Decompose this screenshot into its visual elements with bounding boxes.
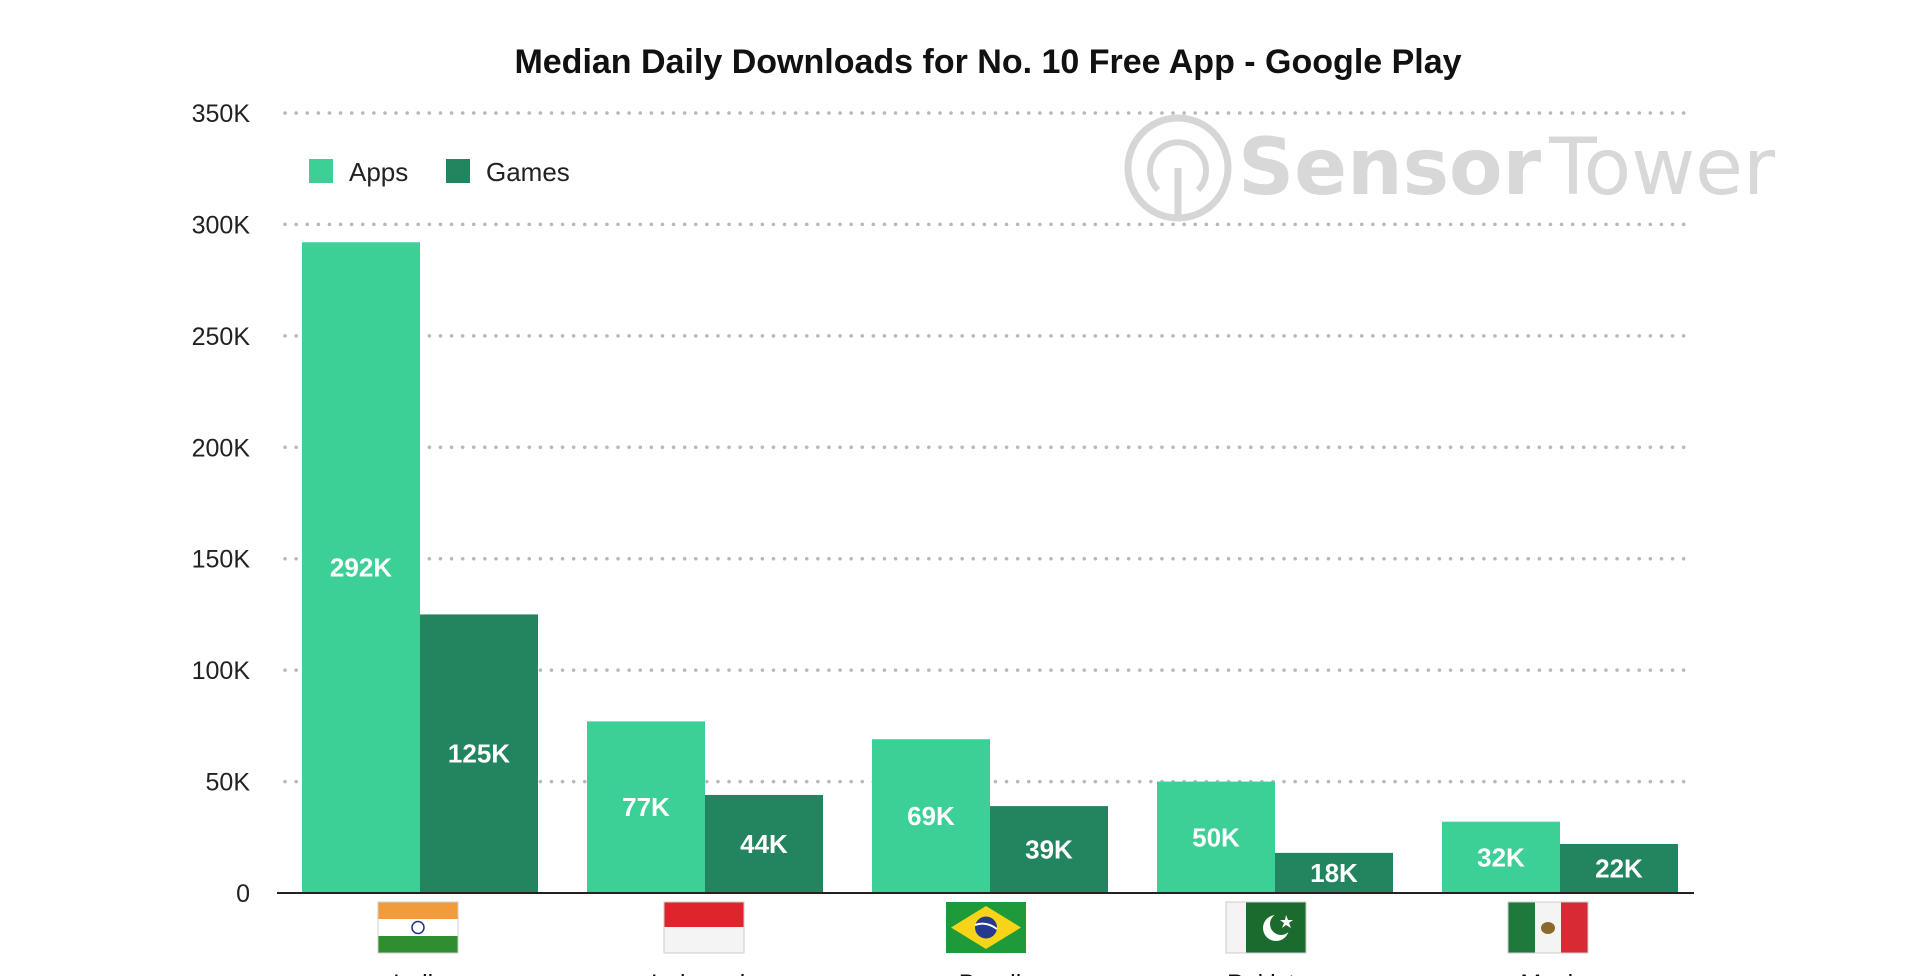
y-tick-label: 0 bbox=[236, 880, 250, 908]
chart-title: Median Daily Downloads for No. 10 Free A… bbox=[514, 43, 1461, 81]
bar-value-label: 50K bbox=[1192, 822, 1240, 852]
bar-value-label: 77K bbox=[622, 792, 670, 822]
bar-apps-india bbox=[302, 242, 420, 893]
legend-swatch-games bbox=[446, 159, 470, 183]
y-tick-label: 100K bbox=[192, 657, 251, 685]
bar-apps-brazil bbox=[872, 739, 990, 893]
bar-games-india bbox=[420, 614, 538, 893]
y-tick-label: 300K bbox=[192, 211, 251, 239]
mexico-flag-icon bbox=[1507, 901, 1589, 954]
sensor-tower-watermark: Sensor Tower bbox=[1124, 114, 1776, 222]
y-axis-ticks: 0 50K 100K 150K 200K 250K 300K 350K bbox=[192, 100, 251, 908]
bars bbox=[302, 242, 1678, 893]
bar-value-label: 22K bbox=[1595, 853, 1643, 883]
bar-games-pakistan bbox=[1275, 852, 1393, 893]
bar-games-brazil bbox=[990, 806, 1108, 893]
watermark-brand-light: Tower bbox=[1548, 123, 1776, 213]
bar-games-indonesia bbox=[705, 794, 823, 893]
legend-item-apps: Apps bbox=[309, 157, 408, 187]
brazil-flag-icon bbox=[946, 902, 1026, 953]
legend-item-games: Games bbox=[446, 157, 570, 187]
category-label-pakistan: Pakistan bbox=[1227, 970, 1323, 976]
indonesia-flag-icon bbox=[663, 901, 745, 954]
y-tick-label: 200K bbox=[192, 434, 251, 462]
bar-value-label: 292K bbox=[330, 553, 392, 583]
bar-games-mexico bbox=[1560, 843, 1678, 893]
category-label-brazil: Brazil bbox=[959, 970, 1022, 976]
legend-swatch-apps bbox=[309, 159, 333, 183]
india-flag-icon bbox=[377, 901, 459, 954]
category-label-india: India bbox=[393, 970, 447, 976]
legend: Apps Games bbox=[309, 157, 570, 187]
y-tick-label: 250K bbox=[192, 323, 251, 351]
pakistan-flag-icon bbox=[1225, 901, 1307, 954]
watermark-brand-bold: Sensor bbox=[1238, 123, 1542, 213]
sensor-tower-logo-icon bbox=[1124, 114, 1232, 222]
bar-value-label: 44K bbox=[740, 829, 788, 859]
y-tick-label: 50K bbox=[206, 769, 251, 797]
legend-label-games: Games bbox=[486, 157, 570, 187]
y-tick-label: 350K bbox=[192, 100, 251, 128]
bar-value-labels: 292K 125K 77K 44K 69K 39K 50K 18K 32K 22K bbox=[330, 553, 1643, 888]
country-flags bbox=[377, 901, 1589, 954]
bar-apps-pakistan bbox=[1157, 781, 1275, 893]
x-axis-category-labels: India Indonesia Brazil Pakistan Mexico bbox=[393, 970, 1600, 976]
bar-value-label: 39K bbox=[1025, 835, 1073, 865]
y-tick-label: 150K bbox=[192, 546, 251, 574]
legend-label-apps: Apps bbox=[349, 157, 408, 187]
bar-value-label: 125K bbox=[448, 739, 510, 769]
bar-value-label: 32K bbox=[1477, 842, 1525, 872]
bar-value-label: 69K bbox=[907, 801, 955, 831]
bar-apps-indonesia bbox=[587, 721, 705, 893]
category-label-mexico: Mexico bbox=[1520, 970, 1599, 976]
bar-value-label: 18K bbox=[1310, 858, 1358, 888]
category-label-indonesia: Indonesia bbox=[651, 970, 760, 976]
bar-apps-mexico bbox=[1442, 821, 1560, 893]
